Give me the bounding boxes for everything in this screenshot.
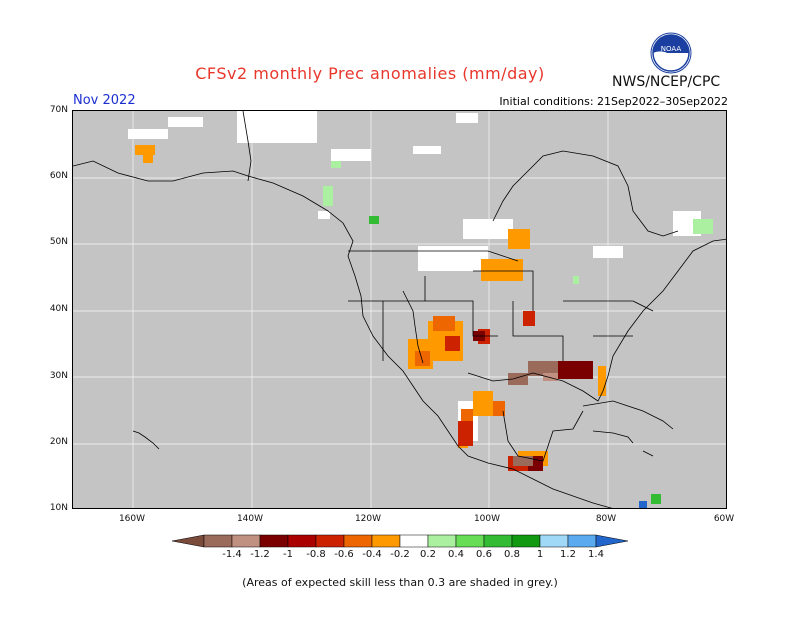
agency-label: NWS/NCEP/CPC [612, 74, 721, 90]
colorbar-cell [371, 534, 401, 548]
colorbar-label: -1.2 [250, 549, 270, 560]
colorbar-label: -1 [283, 549, 293, 560]
graticule [73, 111, 726, 508]
green-cells [369, 216, 661, 504]
lat-label: 40N [49, 304, 68, 314]
islands [132, 430, 654, 457]
colorbar-cell [455, 534, 485, 548]
colorbar-arrow-right [595, 534, 628, 548]
blue-cells [639, 501, 647, 508]
colorbar-label: 0.4 [448, 549, 464, 560]
lon-label: 140W [236, 514, 264, 524]
colorbar-label: -0.6 [334, 549, 354, 560]
colorbar-label: 1 [536, 549, 544, 560]
orange-cells [135, 145, 606, 466]
colorbar-arrow-left [172, 534, 205, 548]
light-brown-cells [543, 373, 558, 381]
colorbar-label: 1.4 [588, 549, 604, 560]
colorbar-cell [315, 534, 345, 548]
lat-label: 30N [49, 371, 68, 381]
colorbar-label: 1.2 [560, 549, 576, 560]
neutral-cells [128, 111, 701, 441]
lat-label: 10N [49, 503, 68, 513]
colorbar-label: -0.4 [362, 549, 382, 560]
colorbar-cell [203, 534, 233, 548]
colorbar-cells [203, 534, 597, 548]
lat-label: 60N [49, 171, 68, 181]
noaa-logo: NOAA [650, 32, 692, 74]
lat-label: 50N [49, 237, 68, 247]
lat-label: 20N [49, 437, 68, 447]
colorbar-label: -1.4 [222, 549, 242, 560]
colorbar-cell [399, 534, 429, 548]
svg-text:NOAA: NOAA [661, 45, 682, 53]
colorbar-cell [483, 534, 513, 548]
initial-conditions: Initial conditions: 21Sep2022–30Sep2022 [499, 95, 728, 108]
chart-title: CFSv2 monthly Prec anomalies (mm/day) [195, 64, 545, 83]
colorbar-cell [539, 534, 569, 548]
colorbar-label: -0.2 [390, 549, 410, 560]
colorbar-label: 0.6 [476, 549, 492, 560]
anomaly-map [72, 110, 727, 509]
light-green-cells [323, 161, 713, 284]
lon-label: 100W [473, 514, 501, 524]
colorbar-cell [287, 534, 317, 548]
colorbar-cell [259, 534, 289, 548]
lat-label: 70N [49, 105, 68, 115]
colorbar-cell [427, 534, 457, 548]
colorbar-cell [343, 534, 373, 548]
colorbar-label: 0.2 [420, 549, 436, 560]
lon-label: 120W [354, 514, 382, 524]
colorbar [172, 534, 628, 548]
lon-label: 80W [595, 514, 617, 524]
lon-label: 60W [713, 514, 735, 524]
lon-label: 160W [118, 514, 146, 524]
colorbar-cell [231, 534, 261, 548]
brown-cells [508, 361, 558, 466]
coastlines [73, 111, 726, 508]
colorbar-label: 0.8 [504, 549, 520, 560]
skill-note: (Areas of expected skill less than 0.3 a… [242, 576, 558, 589]
month-label: Nov 2022 [73, 93, 136, 108]
colorbar-label: -0.8 [306, 549, 326, 560]
colorbar-cell [511, 534, 541, 548]
colorbar-cell [567, 534, 597, 548]
